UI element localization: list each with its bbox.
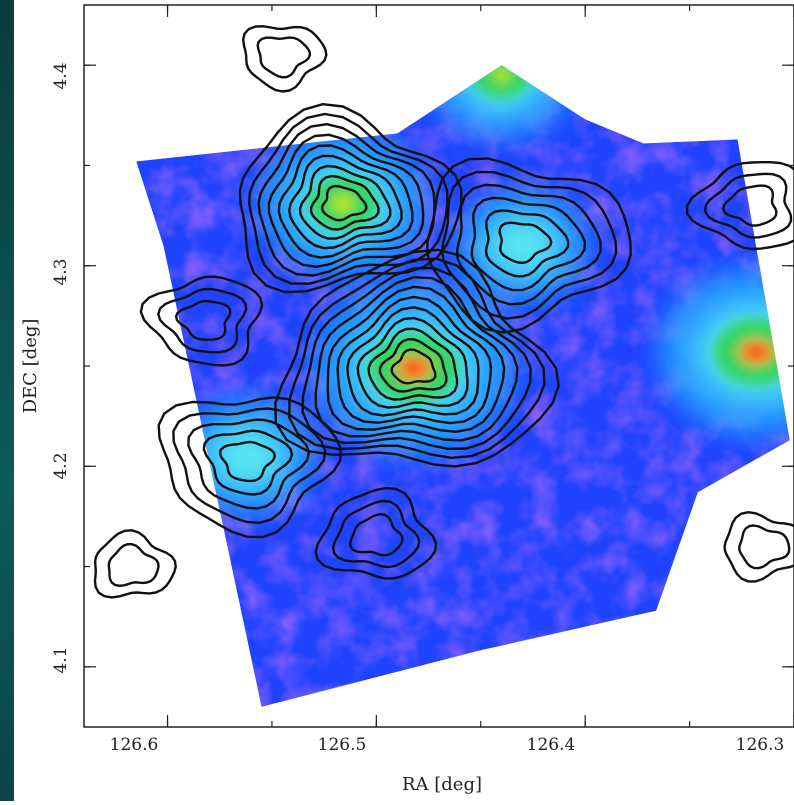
image-peak-core: [405, 361, 422, 376]
contour-line: [256, 36, 312, 79]
y-axis: 4.1 4.2 4.3 4.4 DEC [deg]: [20, 62, 71, 673]
contour-line: [314, 276, 519, 442]
contour-line: [367, 327, 459, 401]
image-peak-core: [492, 68, 511, 83]
image-field: [136, 65, 790, 707]
contour-line: [349, 513, 404, 557]
contour-line: [202, 429, 294, 496]
contour-line: [242, 25, 328, 93]
contour-line: [336, 295, 493, 425]
contour-lines: [93, 25, 794, 599]
contour-line: [704, 172, 793, 239]
contour-line: [274, 248, 560, 468]
contour-line: [484, 209, 570, 278]
contour-line: [288, 154, 403, 250]
contour-line: [440, 170, 618, 320]
contour-line: [722, 184, 778, 227]
contour-line: [314, 486, 438, 580]
y-tick-label: 4.2: [51, 452, 71, 479]
axis-ticks: [84, 5, 794, 727]
contour-line: [326, 285, 506, 433]
intensity-image: [136, 65, 790, 707]
image-peak-core: [748, 344, 765, 359]
contour-line: [267, 133, 425, 268]
contour-line: [174, 299, 232, 341]
x-tick-label: 126.3: [736, 735, 785, 755]
contour-line: [288, 257, 546, 459]
contour-line: [456, 183, 602, 306]
contour-line: [346, 306, 480, 417]
chart-figure: 4.1 4.2 4.3 4.4 DEC [deg] 126.6 126.5 12…: [14, 0, 794, 801]
contour-line: [172, 407, 327, 524]
x-tick-label: 126.4: [527, 735, 576, 755]
contour-line: [470, 196, 586, 292]
contour-line: [187, 418, 311, 510]
image-peak-mid: [487, 217, 558, 275]
y-axis-label: DEC [deg]: [20, 319, 41, 414]
x-tick-label: 126.5: [318, 735, 367, 755]
contour-line: [356, 316, 469, 409]
contour-line: [723, 511, 794, 583]
contour-line: [426, 157, 632, 334]
contour-chart: 4.1 4.2 4.3 4.4 DEC [deg] 126.6 126.5 12…: [20, 4, 794, 795]
x-axis-label: RA [deg]: [402, 774, 482, 795]
x-tick-label: 126.6: [110, 735, 159, 755]
contour-line: [390, 348, 437, 385]
contour-line: [218, 440, 276, 483]
contour-line: [277, 144, 414, 259]
x-axis: 126.6 126.5 126.4 126.3 RA [deg]: [110, 735, 785, 795]
contour-line: [139, 275, 264, 367]
contour-line: [93, 529, 177, 599]
contour-line: [309, 174, 380, 231]
y-tick-label: 4.1: [51, 646, 71, 673]
contour-line: [238, 103, 463, 294]
contour-line: [157, 287, 248, 354]
contour-line: [378, 338, 448, 393]
contour-line: [738, 524, 791, 570]
contour-line: [157, 396, 342, 539]
y-tick-label: 4.3: [51, 258, 71, 285]
contour-line: [685, 161, 794, 251]
contour-line: [107, 543, 160, 587]
contour-line: [498, 221, 553, 265]
contour-line: [248, 112, 449, 285]
image-peak-core: [330, 194, 356, 214]
contour-line: [257, 123, 436, 277]
contour-line: [298, 164, 392, 240]
y-tick-label: 4.4: [51, 62, 71, 89]
contour-line: [332, 499, 421, 569]
contour-line: [320, 184, 368, 222]
